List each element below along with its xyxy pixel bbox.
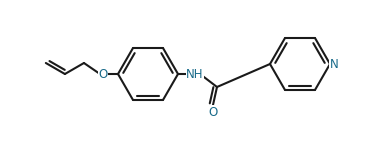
Text: NH: NH [186,67,204,80]
Text: O: O [98,67,108,80]
Text: N: N [330,58,339,70]
Text: O: O [208,105,218,118]
